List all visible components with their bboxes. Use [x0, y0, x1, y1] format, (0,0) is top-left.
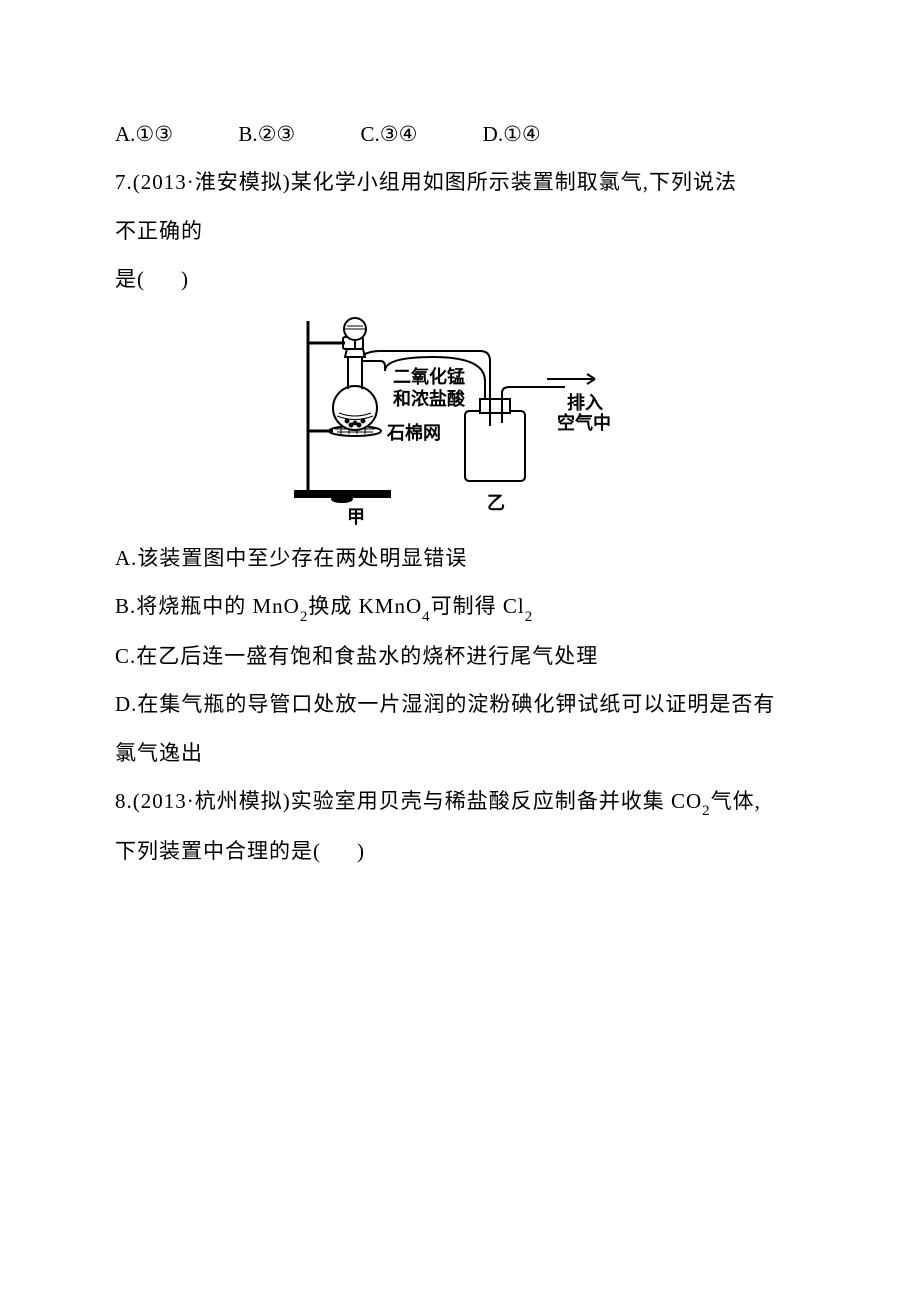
q8-stem-line2-post: ) [357, 839, 365, 863]
q6-option-b: B.②③ [238, 110, 295, 158]
q7-stem-line3-post: ) [181, 267, 189, 291]
q6-option-c: C.③④ [361, 110, 418, 158]
outlet-tube [502, 387, 565, 403]
q8-stem-line2: 下列装置中合理的是() [115, 827, 805, 875]
q6-option-d: D.①④ [483, 110, 541, 158]
sub-2c: 2 [702, 803, 711, 819]
q7-option-a: A.该装置图中至少存在两处明显错误 [115, 534, 805, 582]
q7-diagram: 二氧化锰 和浓盐酸 石棉网 排入 空气中 甲 乙 [285, 311, 635, 526]
q7-stem-line1: 7.(2013·淮安模拟)某化学小组用如图所示装置制取氯气,下列说法 [115, 158, 805, 206]
stand-foot [332, 496, 352, 502]
q7-stem-line3-pre: 是( [115, 267, 145, 291]
q7-stem-line3: 是() [115, 255, 805, 303]
label-air-2: 空气中 [557, 409, 611, 435]
q6-option-a: A.①③ [115, 110, 173, 158]
gas-bottle [465, 411, 525, 481]
q8-stem-line1-post: 气体, [711, 789, 761, 813]
label-yi: 乙 [487, 489, 505, 515]
q7-option-d-line2: 氯气逸出 [115, 729, 805, 777]
q8-stem-line2-pre: 下列装置中合理的是( [115, 839, 321, 863]
label-jia: 甲 [347, 503, 365, 529]
q7-stem-line2: 不正确的 [115, 207, 805, 255]
sub-4: 4 [422, 609, 431, 625]
q7-option-b: B.将烧瓶中的 MnO2换成 KMnO4可制得 Cl2 [115, 582, 805, 632]
q7-diagram-wrapper: 二氧化锰 和浓盐酸 石棉网 排入 空气中 甲 乙 [115, 311, 805, 526]
q7-option-d-line1: D.在集气瓶的导管口处放一片湿润的淀粉碘化钾试纸可以证明是否有 [115, 680, 805, 728]
q7-opt-b-post: 可制得 Cl [431, 594, 525, 618]
q8-stem-line1: 8.(2013·杭州模拟)实验室用贝壳与稀盐酸反应制备并收集 CO2气体, [115, 777, 805, 827]
flask-stopper [345, 349, 365, 357]
sub-2a: 2 [300, 609, 309, 625]
label-hcl: 和浓盐酸 [393, 385, 465, 411]
q7-option-c: C.在乙后连一盛有饱和食盐水的烧杯进行尾气处理 [115, 632, 805, 680]
q7-opt-b-pre: B.将烧瓶中的 MnO [115, 594, 300, 618]
label-asbestos: 石棉网 [387, 419, 441, 445]
q7-opt-b-mid: 换成 KMnO [308, 594, 422, 618]
q8-stem-line1-pre: 8.(2013·杭州模拟)实验室用贝壳与稀盐酸反应制备并收集 CO [115, 789, 702, 813]
bottle-stopper [480, 399, 510, 413]
q6-options-row: A.①③ B.②③ C.③④ D.①④ [115, 110, 805, 158]
sub-2b: 2 [525, 609, 534, 625]
